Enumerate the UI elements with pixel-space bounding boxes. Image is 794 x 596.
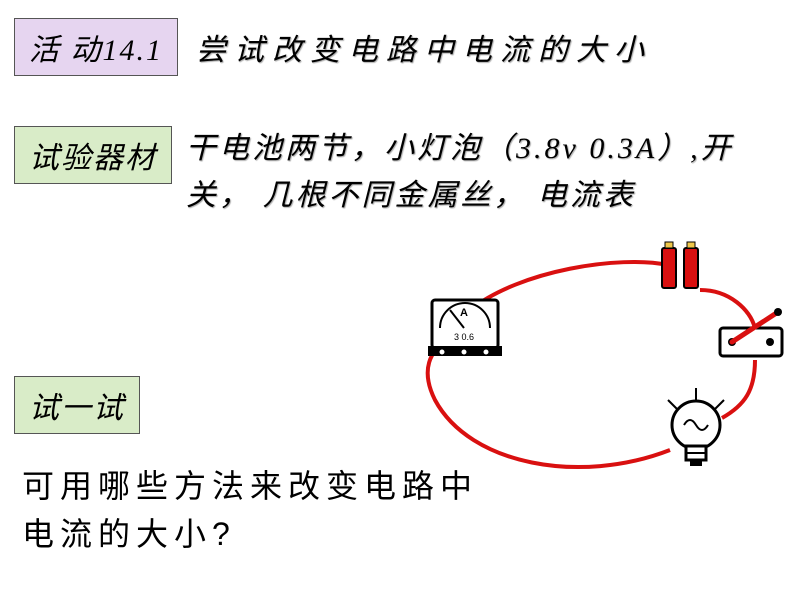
ammeter-label-scale: 3 0.6 <box>454 332 474 342</box>
activity-title: 尝试改变电路中电流的大小 <box>196 25 652 69</box>
try-label: 试一试 <box>14 376 140 434</box>
question-line-2: 电流的大小? <box>22 510 478 558</box>
circuit-diagram: A 3 0.6 <box>400 240 790 480</box>
bulb-icon <box>668 388 724 466</box>
ammeter-label-a: A <box>460 307 468 319</box>
activity-label: 活 动14.1 <box>14 18 178 76</box>
ammeter-icon: A 3 0.6 <box>428 300 502 356</box>
try-row: 试一试 <box>14 376 140 434</box>
equipment-row: 试验器材 干电池两节，小灯泡（3.8v 0.3A）,开关， 几根不同金属丝， 电… <box>14 126 746 219</box>
batteries-icon <box>662 242 698 288</box>
equipment-label: 试验器材 <box>14 126 172 184</box>
heading-row: 活 动14.1 尝试改变电路中电流的大小 <box>14 18 652 76</box>
equipment-text: 干电池两节，小灯泡（3.8v 0.3A）,开关， 几根不同金属丝， 电流表 <box>186 126 746 219</box>
